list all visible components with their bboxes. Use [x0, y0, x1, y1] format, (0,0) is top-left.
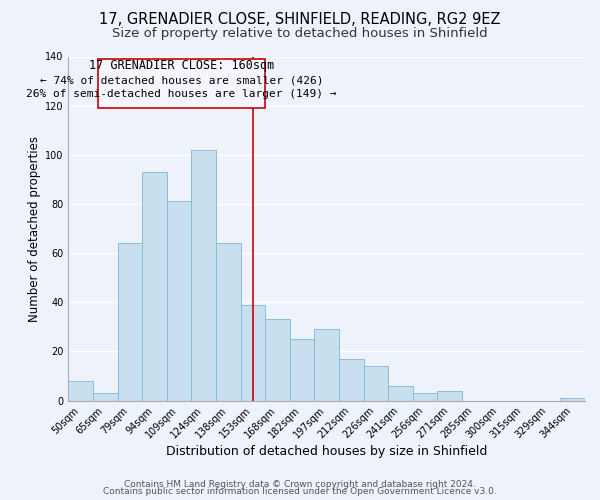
Bar [437, 390, 462, 400]
Bar [98, 59, 265, 108]
Bar [314, 330, 339, 400]
Bar [290, 339, 314, 400]
Text: 17 GRENADIER CLOSE: 160sqm: 17 GRENADIER CLOSE: 160sqm [89, 60, 274, 72]
Text: 17, GRENADIER CLOSE, SHINFIELD, READING, RG2 9EZ: 17, GRENADIER CLOSE, SHINFIELD, READING,… [99, 12, 501, 28]
Text: Contains public sector information licensed under the Open Government Licence v3: Contains public sector information licen… [103, 487, 497, 496]
Bar [216, 244, 241, 400]
Bar [118, 244, 142, 400]
Text: Size of property relative to detached houses in Shinfield: Size of property relative to detached ho… [112, 28, 488, 40]
Bar [339, 359, 364, 401]
X-axis label: Distribution of detached houses by size in Shinfield: Distribution of detached houses by size … [166, 444, 487, 458]
Y-axis label: Number of detached properties: Number of detached properties [28, 136, 41, 322]
Bar [241, 304, 265, 400]
Bar [68, 381, 93, 400]
Bar [364, 366, 388, 400]
Bar [388, 386, 413, 400]
Bar [142, 172, 167, 400]
Bar [265, 320, 290, 400]
Bar [413, 393, 437, 400]
Text: 26% of semi-detached houses are larger (149) →: 26% of semi-detached houses are larger (… [26, 89, 337, 99]
Bar [191, 150, 216, 401]
Bar [93, 393, 118, 400]
Text: Contains HM Land Registry data © Crown copyright and database right 2024.: Contains HM Land Registry data © Crown c… [124, 480, 476, 489]
Bar [167, 202, 191, 400]
Text: ← 74% of detached houses are smaller (426): ← 74% of detached houses are smaller (42… [40, 75, 323, 85]
Bar [560, 398, 585, 400]
